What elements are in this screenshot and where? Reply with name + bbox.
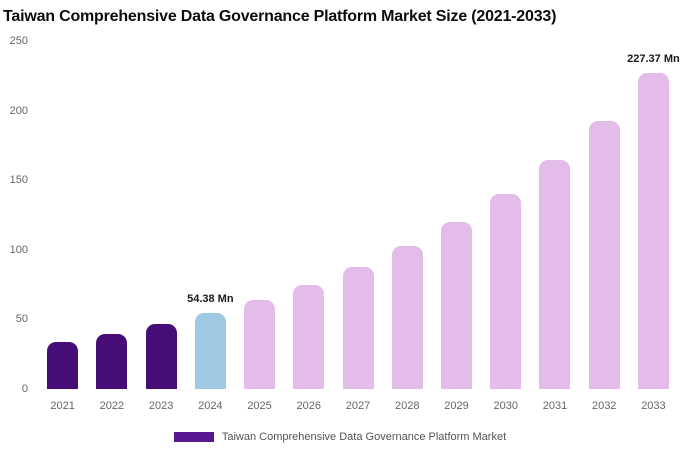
bar-slot-2030 [481,41,530,389]
bar-2030 [490,193,522,389]
plot-area: 54.38 Mn 227.37 Mn [38,41,680,389]
x-axis: 2021 2022 2023 2024 2025 2026 2027 2028 2029 2030… [38,389,678,412]
bar-slot-2027 [333,41,382,389]
bar-2024: 54.38 Mn [187,293,234,389]
x-tick-label-2023: 2023 [148,400,174,412]
chart-area: 0 50 100 150 200 250 54.38 Mn 227.37 Mn [0,35,680,395]
x-tick-label-2025: 2025 [247,400,272,412]
bar-2028 [391,246,423,389]
bar-2033: 227.37 Mn [627,53,680,389]
bar-2025 [244,300,276,389]
y-tick-label-150: 150 [9,174,28,187]
bar-2026 [293,285,325,389]
x-tick-label-2026: 2026 [296,400,322,412]
x-tick-label-2021: 2021 [50,400,75,412]
bar-2022 [96,333,128,389]
bar-slot-2031 [530,41,579,389]
bar-2031 [539,160,571,389]
bar-slot-2029 [432,41,481,389]
x-tick-label-2033: 2033 [641,400,666,412]
legend: Taiwan Comprehensive Data Governance Pla… [0,431,680,443]
y-tick-label-100: 100 [9,243,28,256]
bar-slot-2032 [580,41,629,389]
bar-slot-2033: 227.37 Mn [627,41,680,389]
x-tick-label-2029: 2029 [444,400,469,412]
x-tick-label-2031: 2031 [542,400,568,412]
x-tick-label-2028: 2028 [395,400,420,412]
x-tick-label-2030: 2030 [493,400,518,412]
bar-2032 [588,120,620,389]
y-tick-label-50: 50 [15,313,28,326]
legend-swatch [173,432,214,442]
bar-value-label-2024: 54.38 Mn [187,293,234,306]
bar-slot-2026 [284,41,333,389]
bar-value-label-2033: 227.37 Mn [627,52,680,65]
x-tick-label-2032: 2032 [591,400,617,412]
y-tick-label-250: 250 [9,35,28,47]
y-tick-label-0: 0 [21,383,28,395]
chart-title: Taiwan Comprehensive Data Governance Pla… [3,8,557,25]
bar-2027 [342,267,374,389]
bar-2023 [145,324,177,389]
bar-slot-2023 [136,41,185,389]
legend-label: Taiwan Comprehensive Data Governance Pla… [221,431,507,443]
bar-slot-2022 [87,41,136,389]
bar-slot-2028 [383,41,432,389]
bar-2029 [440,222,472,389]
x-tick-label-2027: 2027 [345,400,371,412]
y-axis: 0 50 100 150 200 250 [0,35,28,395]
x-tick-label-2024: 2024 [198,400,223,412]
bar-slot-2025 [235,41,284,389]
x-tick-label-2022: 2022 [99,400,125,412]
bar-2021 [47,341,79,389]
bar-slot-2024: 54.38 Mn [186,41,235,389]
bar-slot-2021 [38,41,87,389]
y-tick-label-200: 200 [9,104,28,117]
